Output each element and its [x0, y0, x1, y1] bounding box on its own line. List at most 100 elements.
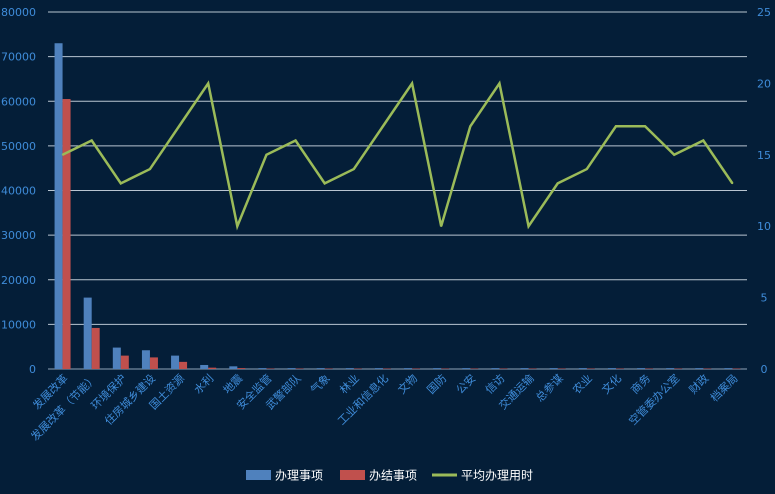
left-tick-label: 80000 — [1, 6, 36, 19]
bar-handled — [171, 355, 180, 369]
bar-completed — [557, 368, 566, 370]
bar-handled — [258, 368, 267, 369]
bar-completed — [382, 368, 391, 370]
bar-completed — [120, 355, 129, 369]
line-point — [411, 82, 413, 85]
bar-completed — [266, 368, 275, 370]
bar-completed — [528, 368, 537, 370]
left-tick-label: 30000 — [1, 229, 36, 242]
bar-handled — [724, 368, 733, 369]
bar-completed — [179, 361, 188, 369]
line-point — [644, 125, 646, 128]
bar-completed — [499, 368, 508, 370]
line-point — [61, 154, 64, 156]
left-tick-label: 50000 — [1, 140, 36, 153]
bar-completed — [732, 368, 741, 370]
bar-handled — [433, 368, 442, 369]
bar-handled — [578, 368, 587, 369]
bar-handled — [549, 368, 558, 369]
bar-handled — [404, 368, 413, 369]
line-point — [120, 182, 122, 185]
legend-label: 平均办理用时 — [461, 468, 533, 483]
legend-label: 办理事项 — [275, 468, 323, 483]
bar-completed — [412, 368, 421, 370]
bar-handled — [83, 297, 92, 369]
bar-completed — [353, 368, 362, 370]
bar-handled — [287, 368, 296, 369]
legend: 办理事项 办结事项 平均办理用时 — [246, 468, 533, 483]
right-tick-label: 15 — [757, 149, 771, 162]
right-tick-label: 20 — [757, 77, 771, 90]
left-tick-label: 60000 — [1, 95, 36, 108]
line-point — [323, 182, 326, 185]
left-tick-label: 70000 — [1, 51, 36, 64]
right-tick-label: 5 — [761, 292, 768, 305]
bar-handled — [200, 364, 209, 369]
bar-handled — [141, 350, 150, 369]
line-series — [61, 80, 734, 231]
line-point — [382, 125, 384, 128]
right-tick-label: 25 — [757, 6, 771, 19]
right-tick-label: 0 — [761, 363, 768, 376]
bars — [54, 43, 741, 370]
line-point — [90, 139, 93, 142]
bar-handled — [695, 368, 704, 369]
legend-swatch — [340, 470, 365, 480]
line-point — [353, 168, 355, 170]
line-point — [556, 182, 559, 185]
bar-completed — [295, 368, 304, 370]
left-tick-label: 0 — [29, 363, 36, 376]
bar-handled — [316, 368, 325, 369]
legend-swatch — [246, 470, 271, 480]
grid-lines — [48, 11, 747, 370]
bar-handled — [607, 368, 616, 369]
line-avg-time — [62, 80, 734, 231]
left-axis-ticks: 0 10000 20000 30000 40000 50000 60000 70000 8000… — [1, 6, 36, 376]
bar-completed — [586, 368, 595, 370]
line-point — [178, 125, 180, 128]
bar-completed — [208, 367, 217, 369]
line-point — [265, 154, 268, 156]
bar-handled — [462, 368, 471, 369]
left-tick-label: 10000 — [1, 318, 36, 331]
left-tick-label: 40000 — [1, 185, 36, 198]
line-point — [440, 225, 442, 227]
line-point — [207, 82, 209, 85]
bar-completed — [674, 368, 683, 370]
line-point — [615, 125, 617, 128]
bar-handled — [491, 368, 500, 369]
bar-completed — [237, 368, 246, 369]
bar-completed — [470, 368, 479, 370]
line-point — [236, 225, 239, 227]
bar-completed — [62, 99, 71, 370]
bar-handled — [112, 347, 121, 369]
line-point — [731, 182, 734, 185]
line-point — [586, 168, 588, 170]
bar-handled — [374, 368, 383, 369]
line-point — [294, 139, 297, 142]
line-point — [527, 225, 530, 227]
bar-handled — [637, 368, 646, 369]
bar-completed — [91, 327, 100, 369]
bar-handled — [54, 43, 63, 370]
bar-handled — [229, 366, 238, 369]
legend-label: 办结事项 — [369, 468, 417, 483]
left-tick-label: 20000 — [1, 274, 36, 287]
line-point — [469, 125, 472, 128]
bar-completed — [615, 368, 624, 370]
line-point — [673, 154, 675, 156]
bar-completed — [441, 368, 450, 370]
bar-completed — [149, 357, 158, 369]
line-point — [702, 139, 705, 142]
bar-completed — [645, 368, 654, 370]
bar-handled — [345, 368, 354, 369]
bar-handled — [666, 368, 675, 369]
line-point — [149, 168, 151, 170]
bar-handled — [520, 368, 529, 369]
line-point — [498, 82, 501, 85]
bar-completed — [324, 368, 333, 370]
right-tick-label: 10 — [757, 220, 771, 233]
bar-completed — [703, 368, 712, 370]
